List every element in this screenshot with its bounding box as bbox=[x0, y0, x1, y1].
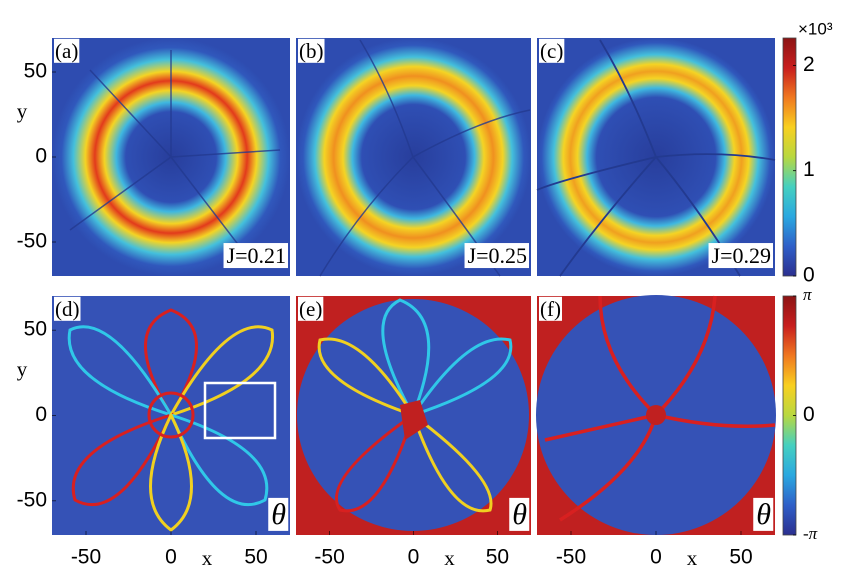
annotation-box bbox=[509, 497, 530, 531]
colorbar-multiplier: ×10³ bbox=[798, 19, 833, 38]
phase-symbol: θ bbox=[271, 498, 286, 531]
x-tick-label: 50 bbox=[729, 546, 752, 569]
x-tick-label: 0 bbox=[165, 546, 177, 569]
y-tick-label: 0 bbox=[35, 403, 47, 426]
panel-label: (c) bbox=[540, 39, 563, 63]
panel-b-image bbox=[296, 38, 531, 277]
colorbar bbox=[783, 38, 796, 276]
x-axis-label: x bbox=[687, 546, 698, 570]
y-tick-label: 50 bbox=[24, 318, 47, 341]
panel-label-box bbox=[298, 38, 325, 63]
x-tick-label: 50 bbox=[486, 546, 509, 569]
panel-label-box bbox=[54, 296, 81, 321]
colorbar-tick-label: 0 bbox=[803, 403, 815, 426]
panel-e-image bbox=[296, 296, 531, 535]
x-tick-label: -50 bbox=[314, 546, 344, 569]
x-axis-label: x bbox=[444, 546, 455, 570]
colorbar-tick-label: -π bbox=[803, 524, 818, 543]
panel-f-image bbox=[536, 295, 776, 535]
colorbar-tick-label: 2 bbox=[803, 53, 815, 76]
colorbar-tick-label: π bbox=[803, 285, 812, 304]
annotation-box bbox=[753, 497, 774, 531]
panel-a-image bbox=[52, 38, 290, 276]
panel-label: (a) bbox=[55, 39, 78, 63]
panel-label: (b) bbox=[299, 39, 324, 63]
y-tick-label: 0 bbox=[35, 145, 47, 168]
x-axis-label: x bbox=[202, 546, 213, 570]
coupling-label: J=0.29 bbox=[712, 243, 771, 268]
y-axis-label: y bbox=[17, 99, 28, 123]
y-tick-label: -50 bbox=[17, 230, 47, 253]
x-tick-label: -50 bbox=[556, 546, 586, 569]
annotation-box bbox=[223, 243, 288, 269]
phase-symbol: θ bbox=[756, 498, 771, 531]
annotation-box bbox=[708, 243, 773, 269]
colorbar-tick-label: 1 bbox=[803, 158, 815, 181]
panel-label-box bbox=[539, 296, 562, 321]
annotation-box bbox=[268, 497, 289, 531]
y-tick-label: 50 bbox=[24, 60, 47, 83]
panel-label: (d) bbox=[55, 297, 80, 321]
coupling-label: J=0.21 bbox=[227, 243, 286, 268]
coupling-label: J=0.25 bbox=[468, 243, 527, 268]
phase-symbol: θ bbox=[512, 498, 527, 531]
panel-c-image bbox=[536, 38, 776, 277]
colorbar-tick-label: 0 bbox=[803, 264, 815, 287]
panel-label-box bbox=[298, 296, 324, 321]
y-axis-label: y bbox=[17, 357, 28, 381]
x-tick-label: -50 bbox=[71, 546, 101, 569]
panel-label-box bbox=[54, 38, 80, 63]
panel-label: (e) bbox=[299, 297, 322, 321]
annotation-box bbox=[464, 243, 529, 269]
panel-label: (f) bbox=[540, 297, 561, 321]
x-tick-label: 50 bbox=[244, 546, 267, 569]
y-tick-label: -50 bbox=[17, 488, 47, 511]
colorbar bbox=[783, 296, 796, 535]
panel-label-box bbox=[539, 38, 565, 63]
panel-d-image bbox=[52, 296, 290, 535]
x-tick-label: 0 bbox=[650, 546, 662, 569]
x-tick-label: 0 bbox=[408, 546, 420, 569]
